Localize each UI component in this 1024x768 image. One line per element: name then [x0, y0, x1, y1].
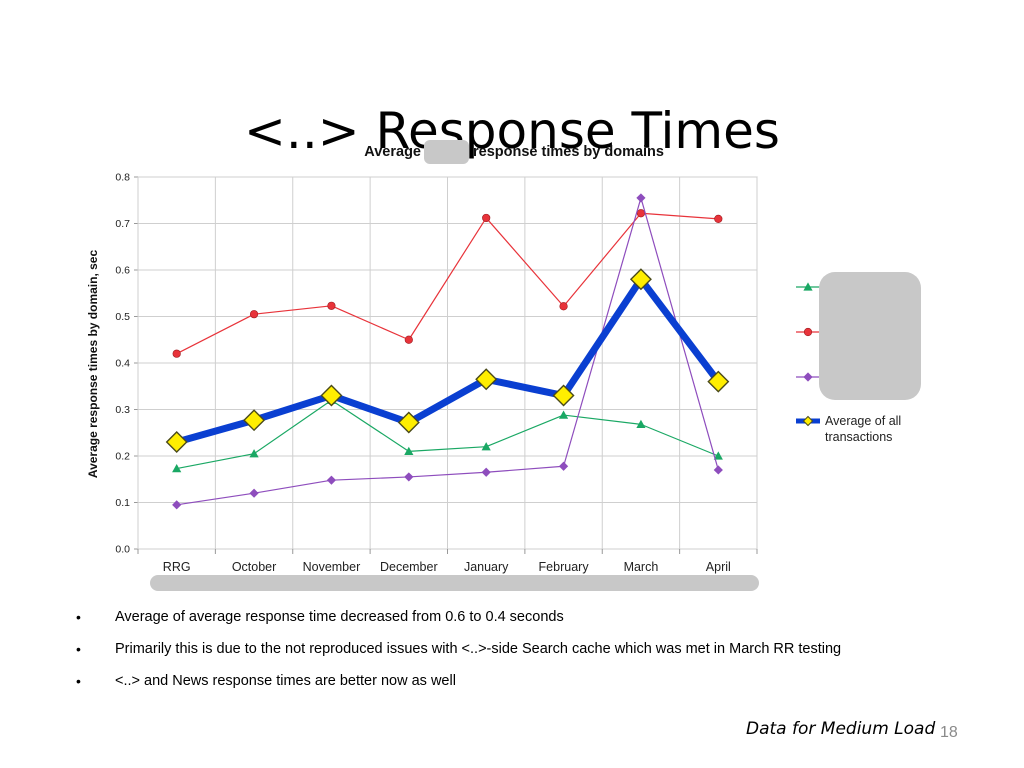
x-tick-label: March [624, 560, 659, 574]
series-2-point [249, 488, 259, 498]
series-1-point [713, 451, 723, 460]
series-1-line [176, 399, 719, 470]
series-0-point [404, 335, 413, 344]
redacted-axis-strip [150, 575, 759, 591]
redacted-title-box [424, 140, 469, 164]
y-tick-label: 0.8 [115, 172, 130, 184]
slide-title: <..> Response Times [244, 101, 780, 160]
series-1-point [172, 463, 182, 473]
series-3-line [173, 275, 722, 446]
series-2-point [636, 193, 646, 203]
chart-title-right: response times by domains [473, 144, 664, 160]
response-times-chart: Average response times by domains 0.0 0.1… [86, 140, 921, 591]
series-1-point [249, 449, 259, 458]
series-0 [172, 209, 723, 358]
y-tick-label: 0.4 [115, 358, 130, 370]
series-2-point [404, 472, 414, 482]
legend-label: Average of all transactions [825, 414, 901, 444]
series-2-line [176, 197, 719, 506]
legend-marker [803, 372, 813, 382]
x-tick-label: December [380, 560, 438, 574]
series-3-point [707, 370, 730, 393]
series-0-point [172, 349, 181, 358]
x-tick-label: January [464, 560, 509, 574]
series-1 [172, 395, 723, 473]
series-1-point [481, 442, 491, 451]
x-tick-label: October [232, 560, 276, 574]
series-2-point [713, 465, 723, 475]
bullet-item: Average of average response time decreas… [76, 606, 916, 628]
bullet-item: Primarily this is due to the not reprodu… [76, 638, 916, 660]
series-2-point [326, 475, 337, 485]
slide-number: 18 [940, 724, 958, 741]
y-tick-label: 0.0 [115, 544, 130, 556]
y-tick-label: 0.5 [115, 311, 130, 323]
legend-label-line: transactions [825, 430, 892, 444]
series-2-point [481, 467, 491, 477]
legend-marker [803, 327, 813, 337]
legend-marker [802, 415, 814, 427]
bullet-list: Average of average response time decreas… [76, 606, 916, 702]
series-2 [172, 193, 723, 510]
x-tick-label: February [539, 560, 590, 574]
x-tick-label: November [303, 560, 361, 574]
series-2-point [558, 461, 569, 471]
legend-label-line: Average of all [825, 414, 901, 428]
x-tick-label: RRG [163, 560, 191, 574]
series-0-point [636, 209, 646, 218]
y-tick-label: 0.2 [115, 451, 130, 463]
x-tick-label: April [706, 560, 731, 574]
y-tick-label: 0.1 [115, 497, 130, 509]
series-0-point [482, 213, 491, 223]
y-tick-label: 0.7 [115, 218, 130, 230]
chart-title-left: Average [364, 144, 421, 160]
series-3-point [475, 368, 498, 391]
y-tick-label: 0.6 [115, 265, 130, 277]
chart-title: Average response times by domains [364, 140, 664, 164]
series-3-point [397, 411, 420, 434]
series-0-point [714, 214, 723, 223]
series-0-line [176, 212, 719, 355]
series-3-point [165, 431, 188, 454]
y-tick-label: 0.3 [115, 404, 130, 416]
series-2-point [172, 500, 182, 510]
series-3 [165, 268, 730, 454]
redacted-legend-box [819, 272, 921, 400]
footer-note: Data for Medium Load [746, 719, 936, 739]
series-3-point [320, 384, 343, 407]
y-axis-label: Average response times by domain, sec [86, 250, 100, 479]
series-0-point [559, 302, 568, 311]
series-1-point [558, 410, 569, 419]
series-3-point [243, 409, 266, 432]
series-1-point [404, 446, 414, 456]
series-3-point [552, 384, 575, 407]
legend-marker [803, 282, 813, 291]
series-0-point [249, 310, 259, 319]
bullet-item: <..> and News response times are better … [76, 670, 916, 692]
series-1-point [636, 419, 646, 429]
series-3-point [629, 268, 652, 291]
series-0-point [327, 301, 336, 310]
